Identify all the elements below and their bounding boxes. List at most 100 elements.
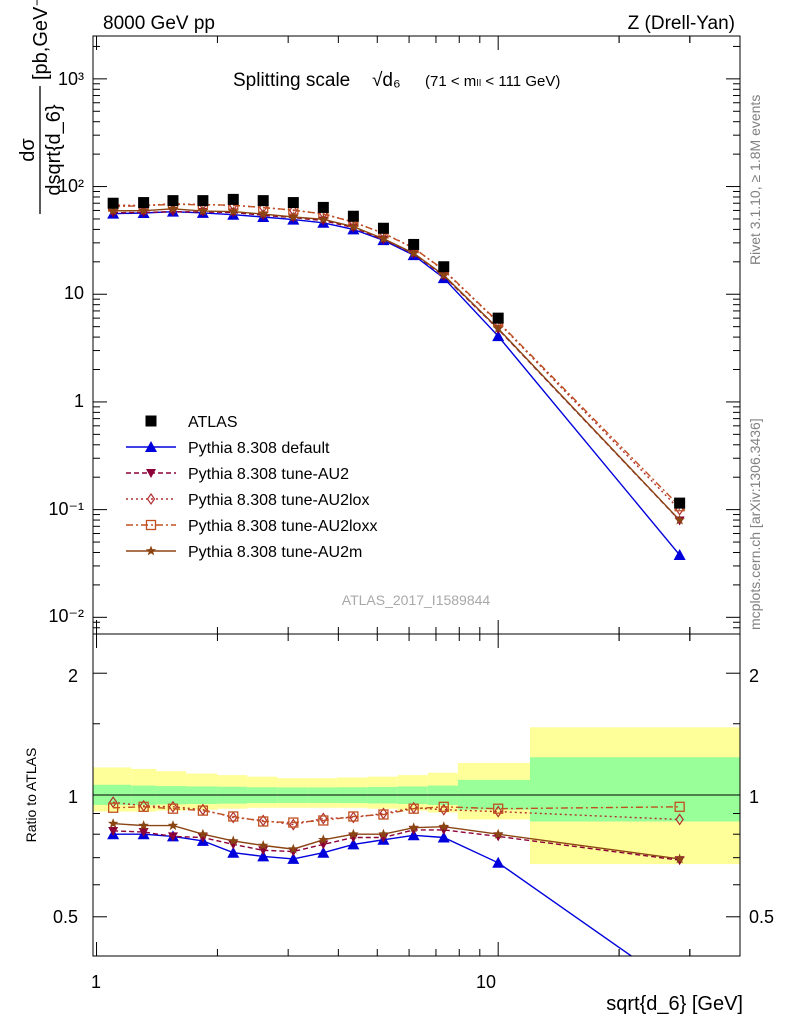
ytick-label-1e2: 10² (58, 176, 84, 196)
data-point-9 (377, 222, 389, 234)
main-point-au2m-8 (348, 221, 359, 232)
ratio-point-au2m-0 (107, 818, 119, 828)
main-point-default-13 (673, 548, 686, 560)
ratio-point-default-6 (287, 852, 300, 864)
ratio-point-au2lox-11 (439, 803, 448, 816)
legend-item-default: Pythia 8.308 default (126, 440, 330, 457)
ratio-point-au2m-10 (408, 822, 419, 833)
ylabel-unit: [pb,GeV⁻¹] (30, 0, 52, 80)
ratio-ytick-0.5-right: 0.5 (749, 907, 774, 927)
data-point-11 (438, 261, 450, 273)
ratio-series-au2m (107, 818, 685, 864)
legend-item-au2: Pythia 8.308 tune-AU2 (126, 466, 349, 483)
ytick-label-1e-1: 10⁻¹ (48, 499, 84, 519)
ratio-point-au2m-6 (288, 843, 299, 854)
ratio-point-au2lox-7 (319, 812, 328, 825)
legend-symbol-au2lox (146, 492, 156, 506)
main-point-au2m-0 (107, 205, 119, 216)
ratio-ytick-1-right: 1 (749, 787, 759, 807)
main-point-au2m-7 (318, 213, 329, 224)
legend-marker-au2m (126, 545, 176, 556)
energy-label: 8000 GeV pp (103, 13, 215, 34)
ratio-point-au2loxx-1 (138, 801, 149, 812)
rivet-version-label: Rivet 3.1.10, ≥ 1.8M events (747, 95, 763, 265)
ytick-label-1e3: 10³ (58, 69, 84, 89)
ratio-point-au2m-4 (228, 835, 239, 846)
legend-symbol-au2m (145, 545, 157, 556)
main-point-au2m-1 (138, 205, 149, 216)
ratio-ytick-0.5-left: 0.5 (53, 907, 78, 927)
ratio-point-au2-6 (288, 847, 299, 857)
main-point-au2m-9 (378, 233, 389, 244)
ratio-point-au2-1 (138, 828, 149, 838)
data-point-4 (227, 193, 239, 205)
data-point-2 (167, 195, 179, 207)
legend-item-atlas: ATLAS (145, 414, 238, 431)
legend-symbol-au2 (146, 469, 156, 478)
data-point-5 (257, 195, 269, 207)
ytick-label-10: 10 (64, 283, 84, 303)
ratio-point-default-5 (257, 850, 270, 862)
legend-marker-au2 (126, 469, 176, 478)
ratio-point-au2loxx-5 (258, 816, 269, 827)
ratio-point-au2loxx-2 (167, 803, 179, 814)
ratio-ylabel: Ratio to ATLAS (23, 748, 39, 843)
main-series-data (107, 193, 686, 509)
ratio-point-au2loxx-13 (674, 801, 685, 812)
legend-label-au2: Pythia 8.308 tune-AU2 (188, 466, 349, 483)
analysis-tag: ATLAS_2017_I1589844 (342, 592, 491, 608)
ratio-point-au2loxx-8 (348, 811, 359, 822)
data-point-7 (317, 201, 329, 213)
ratio-point-au2m-1 (138, 820, 149, 831)
legend-label-atlas: ATLAS (188, 414, 238, 431)
source-label: mcplots.cern.ch [arXiv:1306.3436] (747, 418, 763, 630)
data-point-13 (674, 497, 686, 509)
ratio-ytick-2-left: 2 (68, 666, 78, 686)
ratio-point-au2m-7 (318, 834, 329, 845)
ratio-point-default-12 (492, 856, 505, 868)
ratio-point-au2loxx-0 (107, 802, 119, 813)
ratio-ytick-1-left: 1 (68, 787, 78, 807)
data-point-1 (138, 197, 150, 209)
ytick-label-1: 1 (74, 391, 84, 411)
ratio-point-au2m-5 (258, 840, 269, 850)
title-text: Splitting scale (233, 70, 350, 91)
legend-label-au2loxx: Pythia 8.308 tune-AU2loxx (188, 518, 377, 535)
ratio-point-au2loxx-11 (438, 801, 449, 812)
ratio-point-au2m-8 (348, 828, 359, 839)
legend-marker-atlas (145, 415, 157, 427)
ratio-point-au2m-3 (197, 828, 209, 839)
ratio-point-au2loxx-4 (228, 811, 239, 822)
ylabel-numerator: dσ (17, 138, 39, 162)
xtick-label-1: 1 (91, 972, 101, 992)
ratio-y-tick-labels: 0.5 1 2 0.5 1 2 (53, 666, 774, 927)
ratio-point-au2loxx-9 (378, 809, 389, 820)
ratio-ytick-2-right: 2 (749, 666, 759, 686)
main-point-au2m-3 (197, 205, 209, 216)
main-point-au2-2 (167, 207, 178, 217)
data-point-3 (197, 195, 209, 207)
ratio-point-au2m-11 (438, 821, 449, 832)
ratio-point-au2lox-6 (289, 818, 298, 831)
ratio-point-au2lox-13 (675, 813, 684, 826)
ratio-point-default-4 (227, 846, 240, 858)
ratio-series-layer (107, 796, 685, 956)
legend: ATLAS Pythia 8.308 default Pythia 8.308 … (126, 414, 377, 561)
ratio-point-default-7 (317, 846, 330, 858)
main-point-default-12 (492, 330, 505, 342)
ratio-point-au2lox-4 (229, 811, 238, 824)
ratio-line-au2 (113, 829, 680, 861)
main-point-au2m-2 (167, 203, 179, 214)
main-ylabel: dσ dsqrt{d_6} [pb,GeV⁻¹] (17, 0, 65, 214)
main-series-layer (107, 193, 686, 560)
ratio-line-au2m (113, 822, 680, 860)
main-point-au2m-13 (674, 514, 685, 525)
ratio-point-au2m-9 (378, 828, 389, 839)
ratio-point-au2lox-2 (168, 800, 178, 813)
ratio-point-au2-8 (348, 833, 359, 843)
ratio-point-au2-2 (167, 832, 178, 842)
ylabel-denominator: dsqrt{d_6} (43, 104, 65, 196)
title-range: (71 < mₗₗ < 111 GeV) (425, 73, 560, 90)
ratio-point-au2-0 (108, 826, 119, 836)
